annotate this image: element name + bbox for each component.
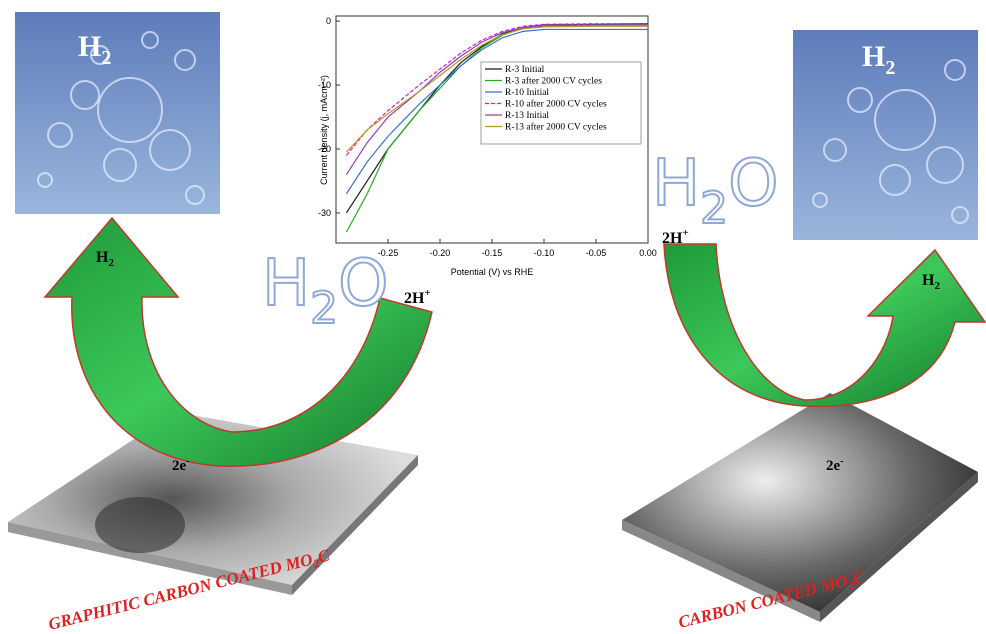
label-part: O (338, 247, 388, 321)
label-part: - (186, 456, 189, 467)
label-part: H (78, 30, 101, 63)
water-label: H2O (262, 247, 389, 334)
right-photo: H2 (793, 30, 978, 240)
label-part: + (682, 227, 688, 239)
legend-label: R-3 Initial (505, 65, 545, 75)
label-part: 2 (108, 257, 114, 269)
x-tick-label: -0.10 (534, 248, 555, 258)
left-photo: H2 (15, 12, 220, 214)
label-part: 2H (404, 290, 425, 307)
label-part: 2e (172, 458, 187, 474)
right-arrow (664, 244, 985, 406)
legend-label: R-3 after 2000 CV cycles (505, 76, 602, 87)
x-tick-label: -0.15 (482, 248, 503, 258)
label-part: O (728, 147, 778, 221)
proton-label: 2H+ (404, 287, 431, 307)
label-part: 2 (310, 283, 338, 334)
water-label: H2O (652, 147, 779, 234)
x-tick-label: -0.05 (586, 248, 607, 258)
y-tick-label: -10 (318, 80, 331, 90)
y-tick-label: -30 (318, 208, 331, 218)
x-tick-label: -0.20 (430, 248, 451, 258)
label-part: 2H (662, 230, 683, 247)
y-axis-label: Current density (j, mAcm⁻²) (319, 75, 329, 185)
label-part: - (840, 456, 843, 467)
legend-label: R-13 after 2000 CV cycles (505, 122, 607, 133)
graphical-abstract: H2 H2 H2 H2 H2O H2O 2H+ 2H+ 2e- 2e- GRAP… (0, 0, 986, 634)
y-tick-label: 0 (326, 16, 331, 26)
legend-label: R-10 Initial (505, 88, 549, 98)
legend-label: R-10 after 2000 CV cycles (505, 99, 607, 110)
label-part: 2 (700, 183, 728, 234)
x-tick-label: -0.25 (378, 248, 399, 258)
label-part: 2 (101, 47, 111, 69)
x-tick-label: 0.00 (639, 248, 657, 258)
label-part: + (424, 287, 430, 299)
lsv-chart: Potential (V) vs RHE Current density (j,… (318, 16, 657, 277)
x-axis-label: Potential (V) vs RHE (451, 267, 534, 277)
label-part: 2e (826, 458, 841, 474)
label-part: H (652, 147, 700, 221)
label-part: H (922, 272, 935, 289)
label-part: H (96, 249, 109, 266)
legend-label: R-13 Initial (505, 111, 549, 121)
y-tick-label: -20 (318, 144, 331, 154)
label-part: H (262, 247, 310, 321)
label-part: 2 (934, 280, 940, 292)
label-part: 2 (885, 57, 895, 79)
label-part: H (862, 40, 885, 73)
